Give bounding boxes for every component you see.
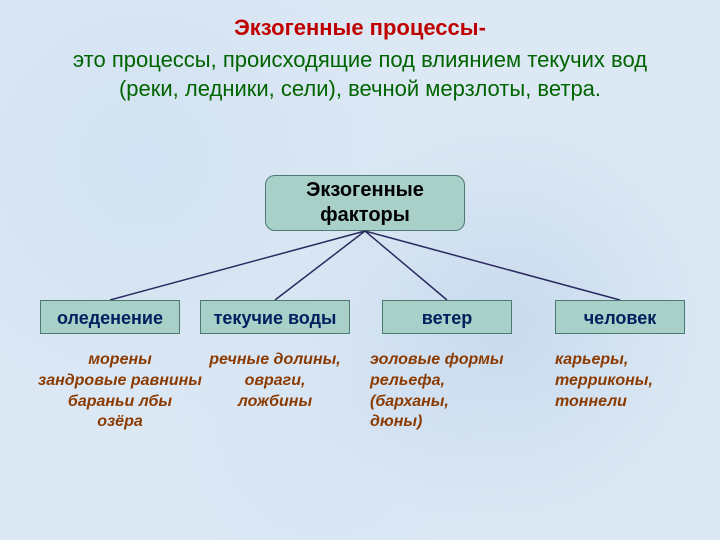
root-node-label: Экзогенные факторы [306, 179, 424, 226]
child-node-label: текучие воды [214, 308, 337, 328]
child-description: карьеры, терриконы, тоннели [555, 350, 705, 412]
child-node-label: ветер [422, 308, 472, 328]
child-description: эоловые формы рельефа, (барханы, дюны) [370, 350, 540, 433]
root-node: Экзогенные факторы [265, 175, 465, 231]
page-subtitle: это процессы, происходящие под влиянием … [0, 43, 720, 104]
child-node: оледенение [40, 300, 180, 334]
child-description: морены зандровые равнины бараньи лбы озё… [30, 350, 210, 433]
child-description: речные долины, овраги, ложбины [200, 350, 350, 412]
child-node-label: оледенение [57, 308, 163, 328]
child-node: ветер [382, 300, 512, 334]
child-node: человек [555, 300, 685, 334]
page-title: Экзогенные процессы- [0, 0, 720, 43]
child-node-label: человек [584, 308, 657, 328]
child-node: текучие воды [200, 300, 350, 334]
